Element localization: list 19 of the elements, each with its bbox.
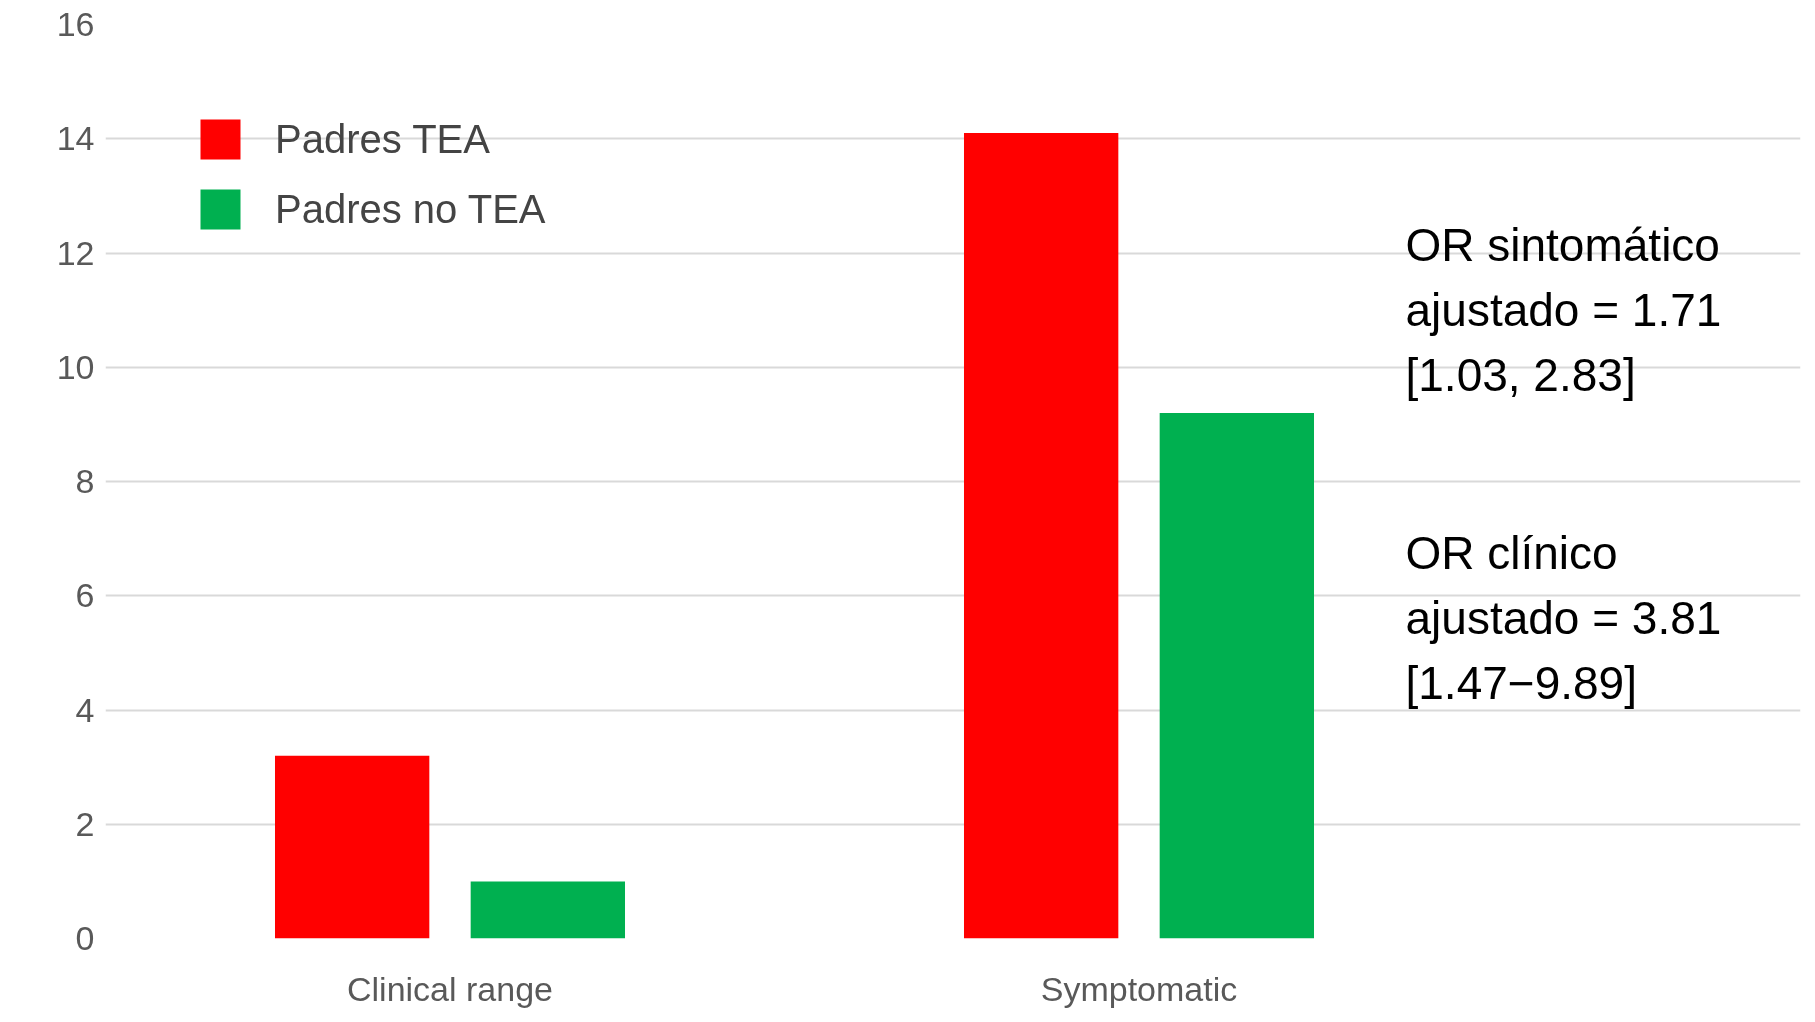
legend-label: Padres no TEA (275, 186, 546, 232)
y-tick-label: 12 (56, 233, 95, 272)
bar (470, 881, 626, 939)
x-tick-label: Clinical range (347, 969, 553, 1008)
y-tick-label: 0 (75, 919, 95, 957)
y-tick-label: 10 (56, 347, 95, 386)
y-tick-label: 14 (56, 119, 95, 158)
bar (274, 755, 430, 939)
y-tick-label: 2 (75, 804, 95, 843)
y-tick-label: 4 (75, 690, 95, 729)
bar (1159, 412, 1315, 939)
y-tick-label: 8 (75, 462, 95, 500)
x-tick-label: Symptomatic (1040, 969, 1238, 1008)
legend-label: Padres TEA (275, 116, 490, 162)
bar (963, 133, 1119, 939)
y-tick-label: 6 (75, 576, 95, 615)
annotation: OR clínico ajustado = 3.81 [1.47−9.89] (1405, 526, 1722, 709)
annotation: OR sintomático ajustado = 1.71 [1.03, 2.83] (1405, 218, 1722, 401)
y-tick-label: 16 (56, 5, 95, 43)
